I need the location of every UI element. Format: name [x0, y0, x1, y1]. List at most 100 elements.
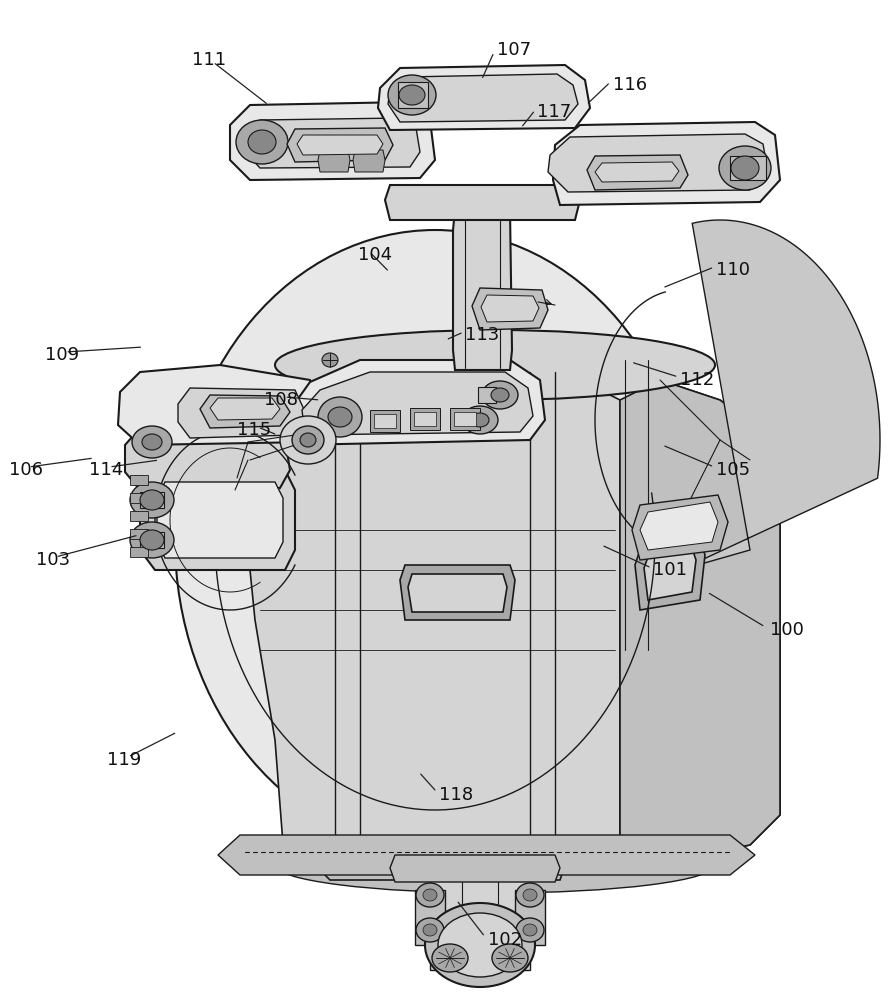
Polygon shape [586, 155, 687, 190]
Bar [398, 82, 427, 108]
Text: 117: 117 [536, 103, 570, 121]
Text: 109: 109 [45, 346, 79, 364]
Ellipse shape [425, 903, 535, 987]
Ellipse shape [416, 883, 443, 907]
Text: 102: 102 [487, 931, 521, 949]
Ellipse shape [432, 944, 468, 972]
Ellipse shape [142, 434, 162, 450]
Ellipse shape [461, 406, 497, 434]
Text: 104: 104 [358, 246, 392, 264]
Ellipse shape [131, 426, 172, 458]
Bar [477, 387, 495, 403]
Bar [139, 492, 164, 508]
Bar [374, 414, 395, 428]
Polygon shape [679, 220, 879, 570]
Ellipse shape [139, 490, 164, 510]
Ellipse shape [492, 944, 527, 972]
Polygon shape [301, 372, 533, 435]
Ellipse shape [718, 146, 770, 190]
Text: 115: 115 [237, 421, 271, 439]
Ellipse shape [491, 388, 509, 402]
Text: 113: 113 [465, 326, 499, 344]
Polygon shape [315, 855, 564, 880]
Ellipse shape [280, 416, 335, 464]
Ellipse shape [322, 353, 338, 367]
Text: 114: 114 [89, 461, 123, 479]
Polygon shape [352, 150, 384, 172]
Polygon shape [408, 574, 506, 612]
Polygon shape [218, 835, 755, 875]
Ellipse shape [516, 883, 544, 907]
Ellipse shape [130, 522, 173, 558]
Ellipse shape [388, 75, 435, 115]
Ellipse shape [248, 130, 275, 154]
Text: 106: 106 [9, 461, 43, 479]
Ellipse shape [522, 889, 536, 901]
Bar [453, 412, 476, 426]
Ellipse shape [470, 413, 488, 427]
Ellipse shape [423, 889, 436, 901]
Polygon shape [118, 365, 325, 445]
Polygon shape [631, 495, 727, 560]
Polygon shape [290, 360, 544, 445]
Ellipse shape [175, 230, 695, 850]
Text: 111: 111 [192, 51, 226, 69]
Ellipse shape [416, 918, 443, 942]
Ellipse shape [730, 156, 758, 180]
Bar [450, 408, 479, 430]
Bar [130, 529, 148, 539]
Ellipse shape [423, 924, 436, 936]
Bar [414, 412, 435, 426]
Bar [130, 493, 148, 503]
Ellipse shape [299, 433, 316, 447]
Polygon shape [480, 295, 538, 322]
Polygon shape [199, 395, 290, 428]
Ellipse shape [437, 913, 521, 977]
Polygon shape [415, 890, 444, 945]
Ellipse shape [291, 426, 324, 454]
Text: 112: 112 [679, 371, 713, 389]
Ellipse shape [327, 407, 351, 427]
Polygon shape [471, 288, 547, 330]
Ellipse shape [522, 924, 536, 936]
Bar [139, 532, 164, 548]
Polygon shape [287, 128, 392, 162]
Polygon shape [620, 380, 780, 870]
Bar [730, 156, 765, 180]
Ellipse shape [236, 120, 288, 164]
Polygon shape [595, 162, 679, 182]
Polygon shape [156, 482, 283, 558]
Ellipse shape [516, 918, 544, 942]
Polygon shape [297, 135, 383, 155]
Text: 105: 105 [715, 461, 749, 479]
Polygon shape [400, 565, 514, 620]
Ellipse shape [274, 837, 714, 893]
Polygon shape [639, 502, 717, 550]
Polygon shape [384, 185, 579, 220]
Polygon shape [210, 398, 280, 420]
Polygon shape [547, 134, 767, 192]
Ellipse shape [274, 330, 714, 400]
Polygon shape [245, 365, 620, 870]
Text: 119: 119 [107, 751, 141, 769]
Bar [130, 511, 148, 521]
Bar [130, 475, 148, 485]
Text: 107: 107 [496, 41, 530, 59]
Polygon shape [552, 122, 780, 205]
Polygon shape [125, 425, 290, 490]
Ellipse shape [482, 381, 518, 409]
Bar [130, 547, 148, 557]
Text: 116: 116 [612, 76, 646, 94]
Text: 100: 100 [769, 621, 803, 639]
Ellipse shape [317, 397, 361, 437]
Polygon shape [390, 855, 560, 882]
Polygon shape [452, 210, 511, 370]
Bar [369, 410, 400, 432]
Bar [458, 412, 476, 428]
Bar [409, 408, 440, 430]
Text: 118: 118 [438, 786, 472, 804]
Polygon shape [634, 540, 704, 610]
Polygon shape [429, 870, 529, 970]
Polygon shape [248, 118, 419, 168]
Polygon shape [644, 548, 696, 600]
